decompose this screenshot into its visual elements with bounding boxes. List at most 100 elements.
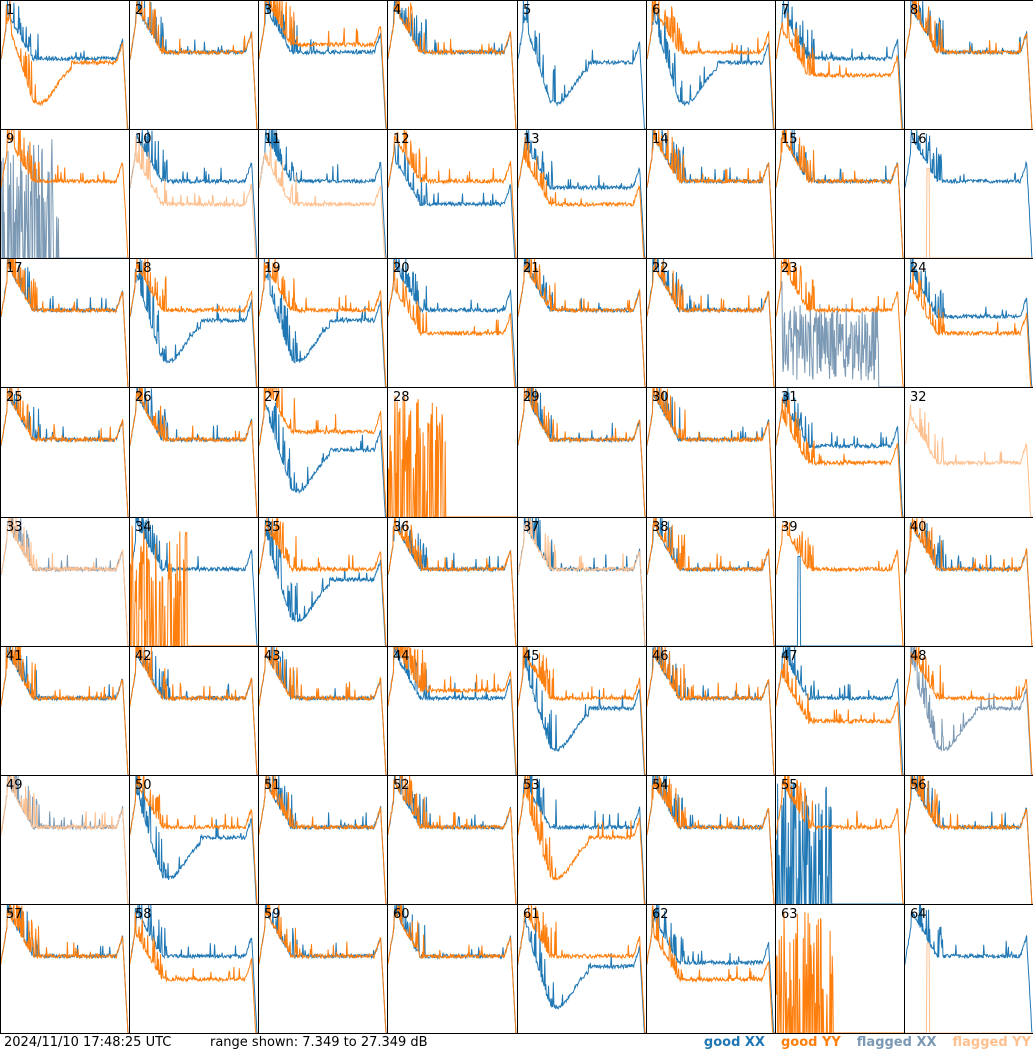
panel-39: 39 [775,517,905,647]
panel-plot [647,776,775,904]
panel-48: 48 [904,646,1033,776]
panel-number: 32 [910,390,927,405]
series-good-yy [776,911,904,1033]
panel-number: 11 [264,132,281,147]
panel-plot [130,905,258,1033]
panel-number: 63 [781,907,798,922]
panel-54: 54 [646,775,776,905]
series-good-yy [259,776,387,904]
panel-29: 29 [517,387,647,518]
series-flagged-yy [518,518,646,646]
panel-59: 59 [258,904,388,1034]
panel-3: 3 [258,0,388,130]
series-good-xx [130,518,258,646]
panel-45: 45 [517,646,647,776]
panel-plot [518,776,646,904]
panel-plot [776,388,904,517]
panel-31: 31 [775,387,905,518]
panel-15: 15 [775,129,905,259]
series-good-yy [776,776,904,904]
series-good-xx [1,1,129,129]
panel-plot [259,130,387,258]
series-flagged-xx [1,139,129,258]
panel-7: 7 [775,0,905,130]
panel-number: 24 [910,261,927,276]
panel-plot [905,776,1033,904]
panel-50: 50 [129,775,259,905]
panel-62: 62 [646,904,776,1034]
panel-number: 47 [781,649,798,664]
panel-plot [518,130,646,258]
panel-plot [259,905,387,1033]
panel-number: 44 [393,649,410,664]
panel-plot [388,259,517,387]
panel-number: 46 [652,649,669,664]
panel-number: 10 [135,132,152,147]
panel-number: 59 [264,907,281,922]
series-good-yy [647,130,775,258]
series-good-xx [259,518,387,646]
panel-plot [388,905,517,1033]
panel-plot [130,388,258,517]
series-good-xx [905,776,1033,904]
panel-plot [776,520,904,646]
panel-plot [905,518,1033,646]
panel-20: 20 [387,258,518,388]
panel-number: 28 [393,390,410,405]
panel-plot [259,388,387,517]
series-good-xx [130,259,258,387]
series-flagged-yy [905,167,1033,258]
panel-5: 5 [517,0,647,130]
panel-plot [130,776,258,904]
series-good-xx [905,905,1033,1033]
series-good-xx [388,141,517,258]
panel-plot [1,905,129,1033]
panel-number: 37 [523,520,540,535]
panel-4: 4 [387,0,518,130]
panel-55: 55 [775,775,905,905]
panel-plot [905,905,1033,1033]
series-good-yy [388,647,517,775]
panel-number: 27 [264,390,281,405]
series-flagged-yy [905,404,1033,517]
panel-56: 56 [904,775,1033,905]
series-good-yy [259,905,387,1033]
panel-number: 49 [6,778,23,793]
series-good-yy [130,912,258,1033]
series-good-xx [130,388,258,517]
series-good-xx [518,918,646,1033]
panel-number: 3 [264,3,273,18]
panel-35: 35 [258,517,388,647]
panel-number: 62 [652,907,669,922]
panel-number: 31 [781,390,798,405]
panel-number: 25 [6,390,23,405]
panel-number: 9 [6,132,15,147]
panel-plot [130,1,258,129]
panel-number: 42 [135,649,152,664]
panel-number: 61 [523,907,540,922]
series-good-xx [130,905,258,1033]
series-flagged-xx [1,776,129,904]
series-good-yy [259,388,387,517]
panel-number: 54 [652,778,669,793]
series-good-yy [647,1,775,129]
panel-plot [647,647,775,775]
panel-17: 17 [0,258,130,388]
series-good-xx [905,259,1033,387]
series-good-yy [518,905,646,1033]
panel-number: 15 [781,132,798,147]
series-good-xx [259,647,387,775]
series-good-xx [647,647,775,775]
panel-plot [518,1,646,129]
panel-plot [130,518,258,646]
series-good-yy [130,525,258,646]
panel-36: 36 [387,517,518,647]
series-good-yy [1,1,129,129]
panel-23: 23 [775,258,905,388]
series-good-yy [776,396,904,517]
series-good-yy [905,518,1033,646]
series-good-yy [130,776,258,904]
panel-plot [388,776,517,904]
panel-10: 10 [129,129,259,259]
panel-24: 24 [904,258,1033,388]
